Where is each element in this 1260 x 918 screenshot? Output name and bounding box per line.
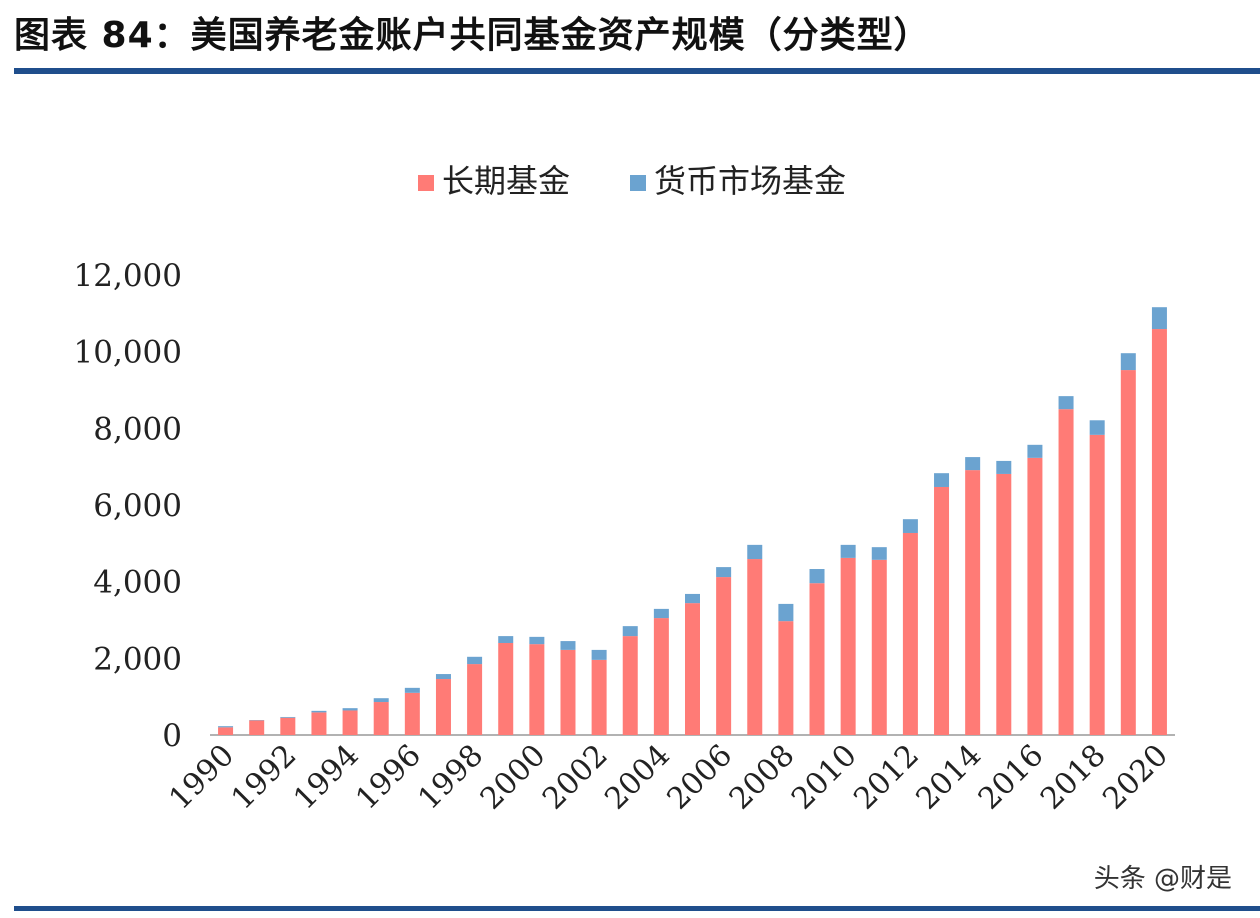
bar-long-term-2011 [871, 559, 887, 735]
bar-long-term-2019 [1120, 370, 1136, 735]
bar-long-term-2007 [747, 559, 763, 735]
bar-money-market-2020 [1151, 307, 1167, 330]
bar-long-term-2012 [902, 532, 918, 735]
bar-long-term-1996 [404, 692, 420, 735]
x-tick-label: 2000 [474, 738, 553, 817]
bar-money-market-1998 [467, 656, 483, 665]
bar-money-market-2007 [747, 544, 763, 560]
footer-divider [14, 906, 1260, 911]
bar-money-market-1999 [498, 636, 514, 643]
bar-long-term-2001 [560, 649, 576, 735]
x-tick-label: 2010 [785, 738, 864, 817]
bar-money-market-2008 [778, 603, 794, 622]
x-tick-label: 2018 [1034, 738, 1113, 817]
bar-long-term-1997 [435, 679, 451, 735]
x-tick-label: 1994 [287, 738, 366, 817]
y-tick-label: 10,000 [74, 335, 182, 371]
page-title: 图表 84：美国养老金账户共同基金资产规模（分类型） [14, 15, 931, 56]
bar-money-market-1995 [373, 698, 389, 703]
bar-money-market-2000 [529, 636, 545, 645]
bar-money-market-2018 [1089, 420, 1105, 435]
bar-money-market-2013 [934, 473, 950, 487]
bar-long-term-2016 [1027, 457, 1043, 735]
x-tick-label: 2016 [972, 738, 1051, 817]
bar-long-term-2005 [685, 603, 700, 735]
legend-swatch-0 [418, 175, 434, 191]
y-tick-label: 4,000 [93, 565, 182, 601]
bar-money-market-1997 [435, 674, 451, 680]
bar-long-term-1993 [311, 712, 327, 735]
bar-long-term-1998 [467, 664, 483, 735]
y-tick-label: 12,000 [74, 258, 182, 294]
legend-label-1: 货币市场基金 [654, 162, 846, 200]
y-tick-label: 2,000 [93, 641, 182, 677]
bar-money-market-2005 [685, 593, 700, 604]
bar-long-term-2002 [591, 659, 607, 735]
x-tick-label: 2006 [661, 738, 740, 817]
bar-long-term-2014 [965, 470, 981, 735]
bar-long-term-2000 [529, 644, 545, 735]
bar-money-market-2010 [840, 544, 856, 558]
bar-money-market-1996 [404, 687, 420, 693]
bar-money-market-1994 [342, 708, 358, 711]
bar-money-market-1992 [280, 716, 296, 718]
stacked-bar-chart: 长期基金 货币市场基金 0 2,000 4,000 6,000 8,000 10,000 12,… [74, 162, 1176, 817]
bar-money-market-1990 [218, 726, 234, 728]
watermark: 头条 @财是 [1093, 864, 1232, 894]
x-tick-label: 2008 [723, 738, 802, 817]
bar-long-term-2009 [809, 583, 825, 735]
bar-money-market-2019 [1120, 353, 1136, 371]
bar-money-market-2001 [560, 641, 576, 650]
bar-long-term-2006 [716, 577, 732, 735]
bar-long-term-1995 [373, 702, 389, 735]
bar-money-market-2009 [809, 569, 825, 584]
bar-money-market-1993 [311, 710, 327, 713]
x-tick-label: 1992 [225, 738, 304, 817]
y-tick-label: 6,000 [93, 488, 182, 524]
bar-money-market-2017 [1058, 396, 1074, 410]
bar-long-term-1990 [218, 727, 234, 735]
bar-long-term-1991 [249, 720, 265, 735]
bar-long-term-2017 [1058, 409, 1074, 735]
legend-label-0: 长期基金 [442, 162, 570, 200]
x-tick-label: 1998 [412, 738, 491, 817]
bar-long-term-2020 [1151, 329, 1167, 735]
x-tick-label: 2020 [1096, 738, 1175, 817]
x-tick-label: 1996 [349, 738, 428, 817]
bar-long-term-2008 [778, 621, 794, 735]
bar-long-term-2015 [996, 473, 1012, 735]
x-tick-label: 2002 [536, 738, 615, 817]
bar-money-market-2011 [871, 547, 887, 560]
y-tick-label: 0 [162, 718, 182, 754]
bar-money-market-2006 [716, 567, 732, 578]
bar-money-market-2002 [591, 649, 607, 660]
bar-long-term-1999 [498, 643, 514, 735]
bar-money-market-2016 [1027, 444, 1043, 458]
bar-money-market-2012 [902, 519, 918, 533]
bar-money-market-2003 [622, 626, 638, 637]
bar-long-term-2003 [622, 636, 638, 735]
bar-money-market-2014 [965, 457, 981, 471]
header-divider [14, 68, 1260, 74]
bar-money-market-2015 [996, 460, 1012, 474]
bar-money-market-2004 [653, 608, 669, 619]
bar-long-term-2013 [934, 486, 950, 735]
legend-swatch-1 [630, 175, 646, 191]
y-tick-label: 8,000 [93, 411, 182, 447]
x-tick-label: 2012 [847, 738, 926, 817]
bar-long-term-2010 [840, 557, 856, 735]
bar-long-term-2004 [653, 618, 669, 735]
bar-long-term-1992 [280, 717, 296, 735]
bar-long-term-1994 [342, 710, 358, 735]
x-tick-label: 2014 [910, 738, 989, 817]
x-tick-label: 2004 [598, 738, 677, 817]
bar-long-term-2018 [1089, 434, 1105, 735]
